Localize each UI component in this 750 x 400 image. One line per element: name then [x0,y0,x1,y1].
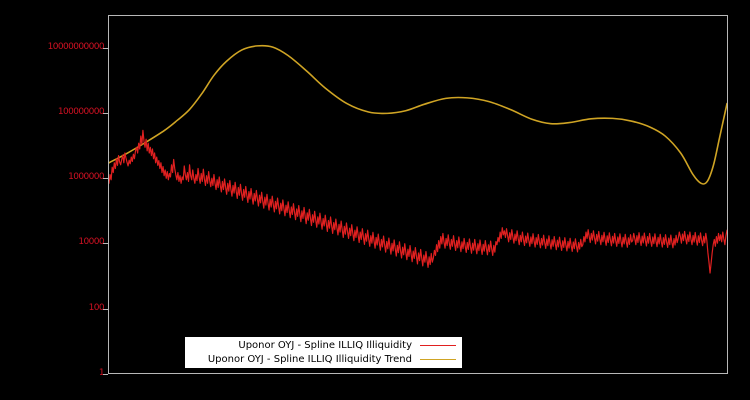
legend-label-illiquidity: Uponor OYJ - Spline ILLIQ Illiquidity [238,340,412,351]
legend-swatch-trend [420,359,456,360]
y-axis-tick-label: 10000 [78,237,104,248]
plot-area [108,15,728,374]
y-axis-tick-label: 1 [98,368,105,378]
y-axis-tick-label: 1000000 [68,172,104,183]
y-axis-tick-label: 100000000 [57,106,105,117]
legend-label-trend: Uponor OYJ - Spline ILLIQ Illiquidity Tr… [207,354,412,365]
legend-item-trend: Uponor OYJ - Spline ILLIQ Illiquidity Tr… [185,353,456,367]
y-axis-tick-mark [103,243,108,245]
series-illiquidity-line [109,129,727,274]
y-axis: 10000000000 100000000 1000000 10000 100 1 [0,0,108,400]
plot-svg [109,44,727,274]
y-axis-tick-label: 100 [88,302,105,313]
y-axis-tick-mark [103,112,108,114]
legend-item-illiquidity: Uponor OYJ - Spline ILLIQ Illiquidity [185,339,456,353]
y-axis-tick-mark [103,178,108,180]
legend-swatch-illiquidity [420,345,456,346]
y-axis-tick-label: 10000000000 [47,41,105,52]
y-axis-tick-mark [103,308,108,310]
series-trend-line [109,44,727,185]
chart-legend: Uponor OYJ - Spline ILLIQ Illiquidity Up… [185,337,462,368]
y-axis-tick-mark [103,47,108,49]
y-axis-tick-mark [103,374,108,375]
